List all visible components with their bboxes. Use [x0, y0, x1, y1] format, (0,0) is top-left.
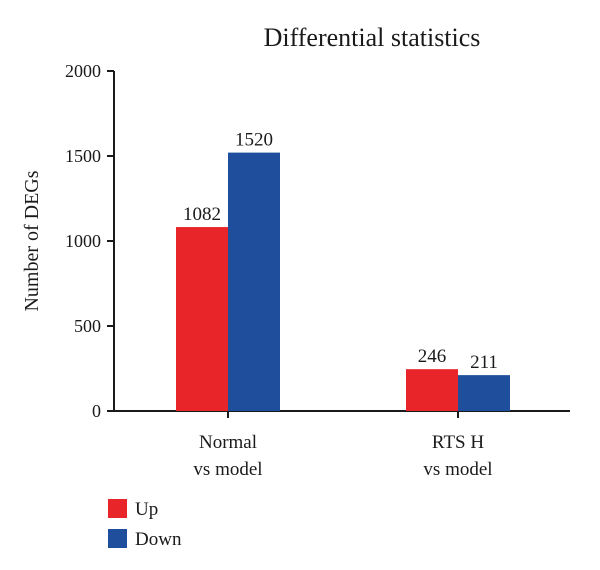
x-tick-label: vs model: [193, 459, 262, 480]
chart-title: Differential statistics: [264, 23, 481, 52]
legend-label: Up: [135, 499, 158, 520]
bar-down: [458, 375, 510, 411]
bar-up: [176, 227, 228, 411]
legend: Up Down: [108, 499, 182, 550]
bar-up: [406, 369, 458, 411]
y-tick-label: 2000: [65, 61, 101, 81]
x-tick-label: Normal: [199, 432, 257, 453]
bar-down: [228, 152, 280, 411]
data-label: 246: [418, 346, 447, 367]
data-label: 1082: [183, 204, 221, 225]
y-tick-label: 1500: [65, 146, 101, 166]
y-tick-label: 500: [74, 316, 101, 336]
data-label: 1520: [235, 130, 273, 151]
data-label: 211: [470, 352, 498, 373]
legend-swatch-down: [108, 529, 127, 548]
y-tick-label: 1000: [65, 231, 101, 251]
plot-area: 0 500 1000 1500 2000 Normal vs model RTS H vs mo…: [65, 61, 570, 480]
legend-label: Down: [135, 529, 182, 550]
x-tick-label: RTS H: [432, 432, 484, 453]
y-axis-label: Number of DEGs: [21, 170, 43, 311]
legend-swatch-up: [108, 499, 127, 518]
x-tick-label: vs model: [423, 459, 492, 480]
y-tick-label: 0: [92, 401, 101, 421]
